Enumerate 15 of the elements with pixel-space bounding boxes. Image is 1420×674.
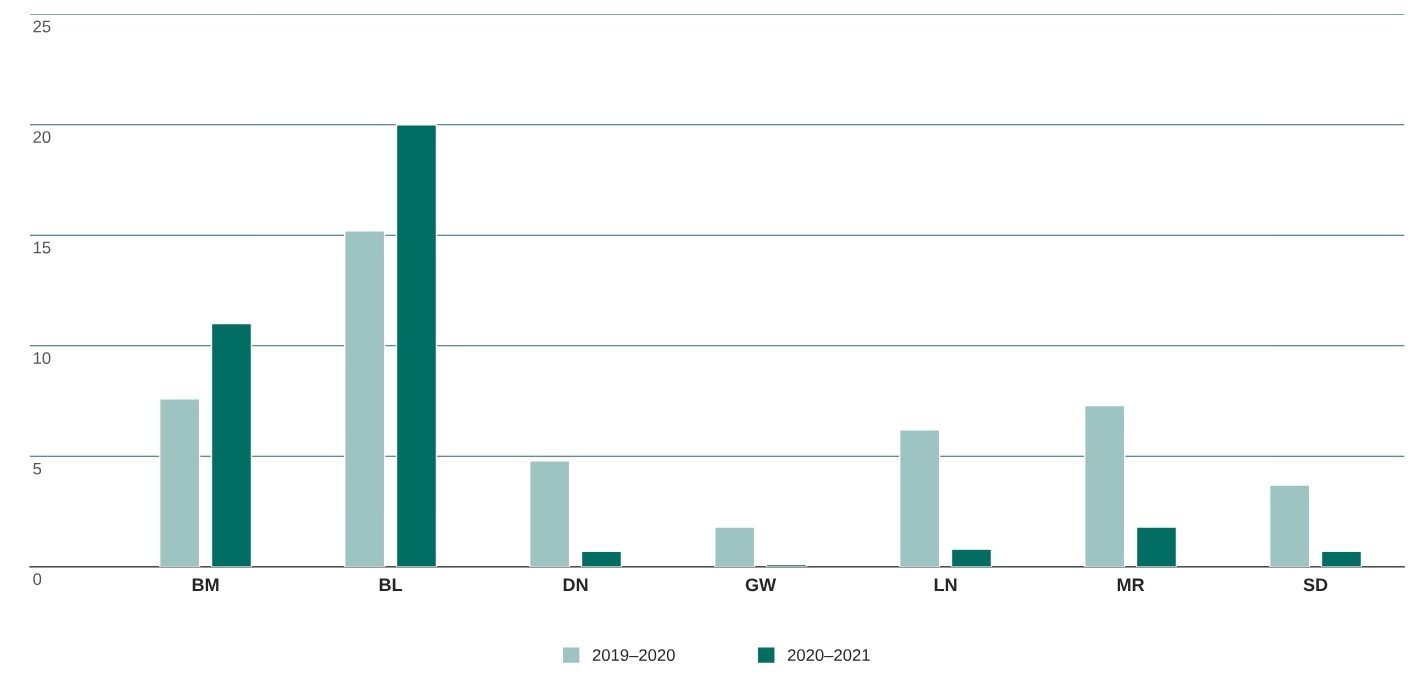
y-tick-label: 5 <box>33 462 42 475</box>
y-tick-label: 20 <box>33 131 51 143</box>
x-tick-label: DN <box>563 578 588 592</box>
y-tick-label: 10 <box>33 352 51 364</box>
x-tick-label: LN <box>934 578 957 592</box>
y-tick-label: 15 <box>33 241 51 254</box>
x-tick-label: BL <box>379 578 403 592</box>
x-tick-label: BM <box>192 578 219 592</box>
legend-label: 2020–2021 <box>787 649 870 661</box>
x-tick-label: GW <box>745 578 777 592</box>
x-tick-label: SD <box>1303 578 1328 592</box>
y-tick-label: 25 <box>33 20 51 33</box>
legend-label: 2019–2020 <box>592 649 675 661</box>
y-tick-label: 0 <box>33 573 42 586</box>
x-tick-label: MR <box>1117 578 1145 592</box>
